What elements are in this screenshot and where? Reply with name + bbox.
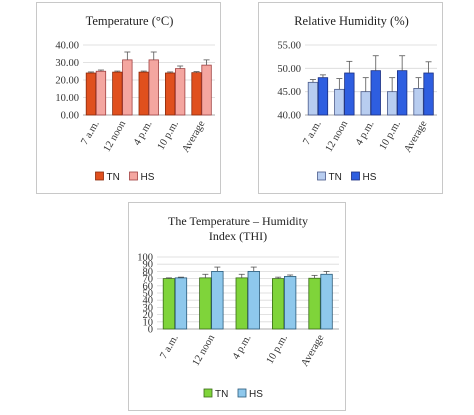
chart-title: Temperature (°C) (86, 14, 174, 28)
bar-tn-average (192, 73, 202, 115)
bar-tn-12-noon (200, 278, 212, 329)
y-tick-label: 10.00 (55, 93, 79, 104)
bar-hs-4-p-m (248, 271, 260, 329)
bar-tn-7-a-m (308, 82, 318, 115)
legend-label-hs: HS (141, 172, 155, 183)
legend-swatch-hs (352, 172, 360, 180)
x-tick-label: 12 noon (102, 118, 129, 154)
y-tick-label: 20.00 (55, 76, 79, 87)
x-tick-label: 10 p.m. (156, 119, 181, 152)
bar-hs-7-a-m (96, 71, 106, 115)
bar-tn-4-p-m (361, 92, 371, 115)
legend-swatch-tn (318, 172, 326, 180)
y-tick-label: 0.00 (61, 111, 79, 122)
legend-label-hs: HS (363, 172, 377, 183)
humidity-chart: Relative Humidity (%) 40.00 45.00 50.00 55.0… (259, 3, 444, 195)
x-tick-label: 7 a.m. (79, 119, 102, 147)
y-tick-label: 100 (137, 253, 153, 264)
bar-hs-10-p-m (397, 71, 407, 115)
bar-tn-7-a-m (86, 73, 96, 115)
x-tick-label: Average (180, 119, 207, 155)
x-tick-label: 4 p.m. (132, 119, 155, 147)
y-tick-label: 50.00 (277, 64, 301, 75)
bar-tn-4-p-m (236, 278, 248, 329)
bar-hs-12-noon (212, 271, 224, 329)
x-tick-label: Average (299, 333, 326, 369)
bar-tn-10-p-m (272, 279, 284, 329)
bar-hs-4-p-m (371, 71, 381, 115)
chart-title: Index (THI) (209, 229, 267, 243)
bar-hs-7-a-m (318, 78, 328, 115)
legend-swatch-tn (96, 172, 104, 180)
chart-title: The Temperature – Humidity (168, 214, 308, 228)
bar-hs-12-noon (123, 60, 133, 115)
x-tick-label: 10 p.m. (378, 119, 403, 152)
bar-tn-average (309, 278, 321, 329)
x-tick-label: 10 p.m. (265, 333, 290, 366)
bar-tn-4-p-m (139, 72, 149, 115)
bar-tn-7-a-m (163, 279, 175, 329)
y-tick-label: 45.00 (277, 87, 301, 98)
bar-tn-10-p-m (387, 92, 397, 115)
y-tick-label: 40.00 (277, 111, 301, 122)
legend-label-tn: TN (215, 389, 228, 400)
y-tick-label: 30.00 (55, 58, 79, 69)
x-tick-label: 12 noon (191, 332, 218, 368)
bar-hs-12-noon (345, 73, 355, 115)
bar-hs-average (202, 65, 212, 115)
bar-tn-12-noon (335, 89, 345, 115)
x-tick-label: 7 a.m. (158, 333, 181, 361)
bar-hs-4-p-m (149, 60, 159, 115)
bar-hs-average (424, 73, 434, 115)
bar-hs-7-a-m (175, 278, 187, 329)
bar-hs-10-p-m (175, 69, 185, 115)
bar-tn-10-p-m (165, 73, 175, 115)
humidity-chart-panel: Relative Humidity (%) 40.00 45.00 50.00 55.0… (258, 2, 443, 194)
temperature-chart-panel: Temperature (°C) 0.00 10.00 20.00 30.00 40.00… (36, 2, 221, 194)
legend-label-tn: TN (107, 172, 120, 183)
legend-swatch-hs (130, 172, 138, 180)
y-tick-label: 40.00 (55, 41, 79, 52)
chart-title: Relative Humidity (%) (294, 14, 409, 28)
x-tick-label: 12 noon (324, 118, 351, 154)
legend-swatch-hs (238, 389, 246, 397)
bar-hs-10-p-m (284, 276, 296, 329)
bar-tn-12-noon (113, 72, 123, 115)
thi-chart-panel: The Temperature – Humidity Index (THI) 0 10… (128, 202, 346, 411)
y-tick-label: 55.00 (277, 41, 301, 52)
legend-swatch-tn (204, 389, 212, 397)
legend-label-hs: HS (249, 389, 263, 400)
temperature-chart: Temperature (°C) 0.00 10.00 20.00 30.00 40.00… (37, 3, 222, 195)
x-tick-label: 7 a.m. (301, 119, 324, 147)
x-tick-label: 4 p.m. (354, 119, 377, 147)
legend-label-tn: TN (329, 172, 342, 183)
bar-tn-average (414, 88, 424, 115)
x-tick-label: Average (402, 119, 429, 155)
bar-hs-average (321, 274, 333, 329)
x-tick-label: 4 p.m. (231, 333, 254, 361)
